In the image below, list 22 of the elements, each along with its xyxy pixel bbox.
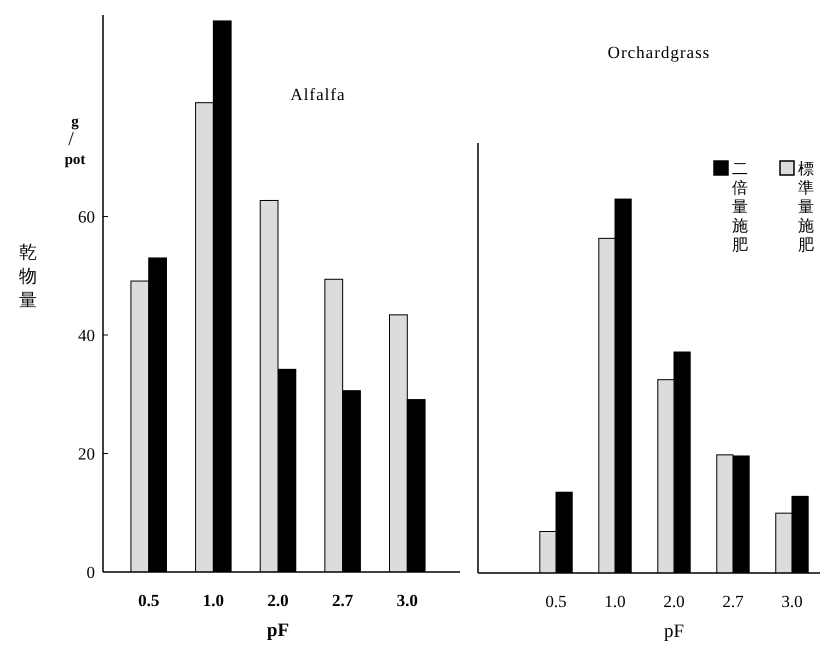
x-tick-label: 1.0 — [202, 591, 224, 610]
text: Alfalfa — [290, 85, 346, 104]
x-tick-label: 0.5 — [545, 592, 567, 611]
x-tick-label: 3.0 — [781, 592, 803, 611]
x-axis-title: pF — [664, 621, 684, 642]
x-tick-label: 3.0 — [396, 591, 418, 610]
x-tick-label: 2.7 — [722, 592, 744, 611]
y-axis-title: 乾物量 — [19, 242, 37, 310]
x-tick-label: 2.0 — [663, 592, 685, 611]
x-axis-title: pF — [266, 620, 290, 641]
legend-label: 標準量施肥 — [798, 160, 814, 254]
y-tick-label: 20 — [78, 444, 95, 464]
x-tick-label: 2.7 — [332, 591, 354, 610]
chart-title: Orchardgrass — [608, 43, 710, 62]
y-tick-label: 0 — [86, 562, 95, 582]
x-tick-label: 1.0 — [604, 592, 626, 611]
x-tick-label: 0.5 — [138, 591, 160, 610]
y-tick-label: 40 — [78, 326, 95, 345]
legend-label: 二倍量施肥 — [732, 161, 748, 254]
y-tick-label: 60 — [78, 207, 95, 226]
text: g/pot — [64, 114, 86, 168]
x-tick-label: 2.0 — [267, 591, 289, 610]
